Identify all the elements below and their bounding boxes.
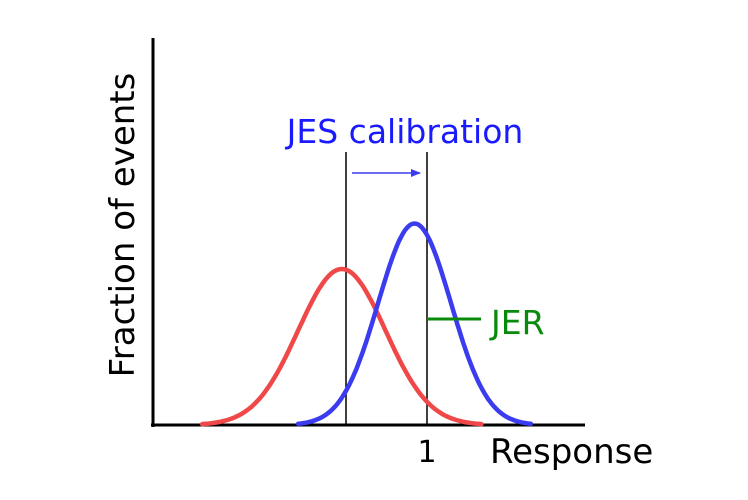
- resolution-label: JER: [489, 303, 545, 342]
- y-axis-title: Fraction of events: [103, 73, 143, 378]
- calibrated-response-curve: [295, 221, 534, 427]
- calibration-label: JES calibration: [285, 112, 524, 151]
- x-tick-label: 1: [417, 435, 436, 470]
- uncalibrated-response-curve: [199, 266, 484, 427]
- x-axis-title: Response: [490, 432, 653, 472]
